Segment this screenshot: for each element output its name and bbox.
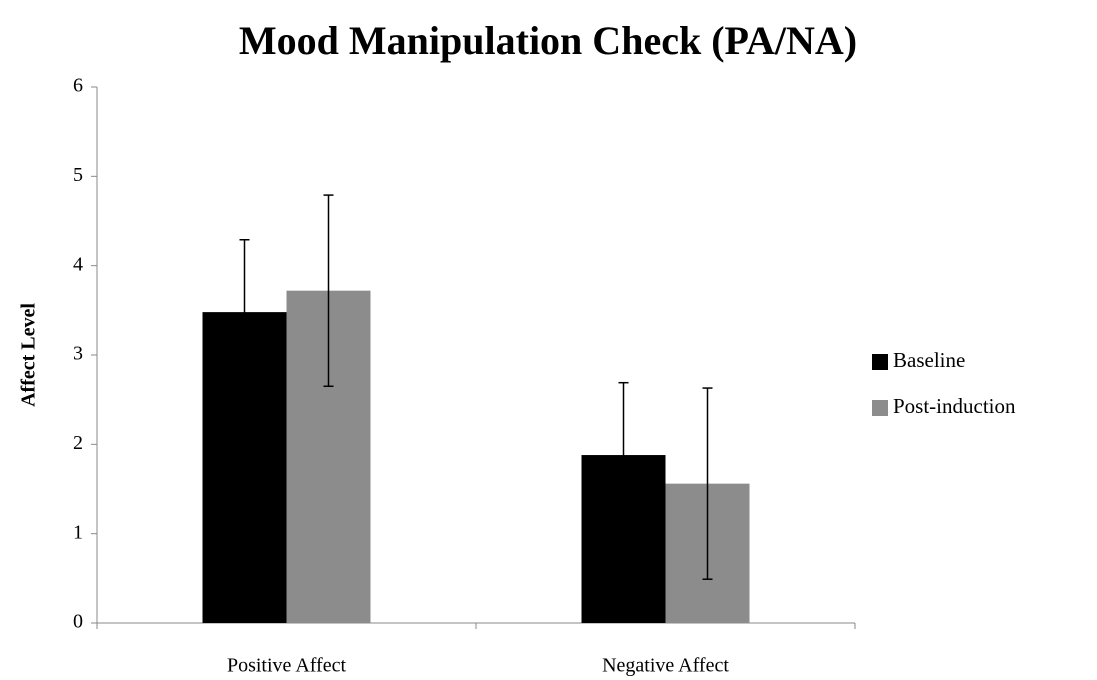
legend-label: Baseline: [893, 348, 965, 372]
y-tick-label: 2: [73, 432, 83, 454]
y-tick-label: 6: [73, 75, 83, 97]
y-tick-label: 3: [73, 343, 83, 365]
legend-swatch: [872, 400, 888, 416]
legend-label: Post-induction: [893, 394, 1016, 418]
x-tick-label: Negative Affect: [602, 655, 729, 677]
chart-title: Mood Manipulation Check (PA/NA): [239, 18, 857, 63]
error-bar: [239, 239, 250, 386]
y-axis-label: Affect Level: [18, 303, 40, 407]
error-bar: [323, 194, 334, 388]
legend-swatch: [872, 354, 888, 370]
error-bar: [618, 381, 629, 529]
x-tick-label: Positive Affect: [227, 655, 347, 677]
y-tick-label: 5: [73, 164, 83, 186]
y-tick-label: 0: [73, 611, 83, 633]
error-bar: [702, 387, 713, 580]
y-tick-label: 4: [73, 253, 83, 275]
y-tick-label: 1: [73, 521, 83, 543]
